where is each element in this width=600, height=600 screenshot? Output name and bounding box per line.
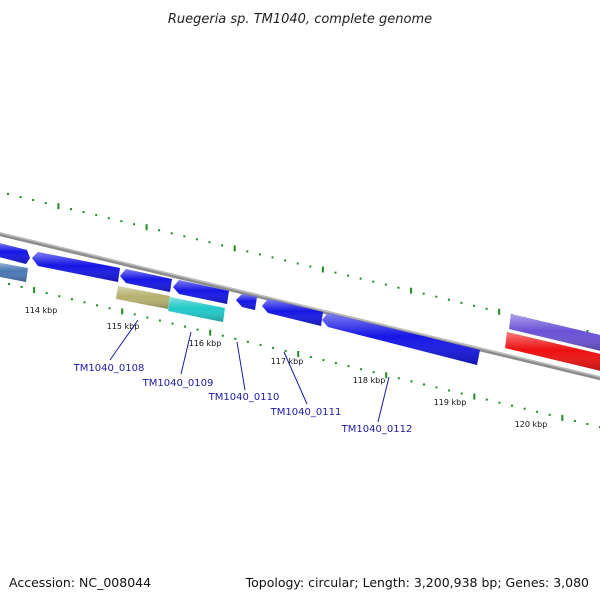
map-title: Ruegeria sp. TM1040, complete genome (168, 12, 432, 27)
feature-arrow[interactable] (0, 262, 28, 282)
gene-arrow-tm1040-0108[interactable] (116, 286, 170, 309)
feature-arrow[interactable] (509, 314, 600, 352)
leader-line (236, 341, 246, 391)
scale-label: 115 kbp (107, 322, 140, 331)
scale-label: 120 kbp (515, 420, 548, 429)
gene-arrow-tm1040-0112[interactable] (322, 313, 480, 365)
gene-label-tm1040-0112[interactable]: TM1040_0112 (341, 424, 413, 435)
scale-label: 119 kbp (434, 398, 467, 407)
feature-arrow[interactable] (32, 252, 120, 282)
genome-summary-text: Topology: circular; Length: 3,200,938 bp… (245, 575, 589, 590)
gene-label-tm1040-0110[interactable]: TM1040_0110 (208, 392, 280, 403)
scale-label: 118 kbp (353, 376, 386, 385)
backbone-band-highlight (0, 222, 600, 388)
scale-label: 116 kbp (189, 339, 222, 348)
feature-arrow[interactable] (0, 242, 30, 264)
inner-tick-track (8, 283, 600, 428)
leader-line (283, 351, 308, 405)
feature-arrow[interactable] (505, 332, 600, 372)
scale-label: 114 kbp (25, 306, 58, 315)
gene-labels: TM1040_0108 TM1040_0109 TM1040_0110 TM10… (73, 363, 413, 435)
scale-labels: 114 kbp 115 kbp 116 kbp 117 kbp 118 kbp … (25, 306, 548, 429)
leader-line (377, 376, 390, 423)
gene-arrow-tm1040-0110[interactable] (236, 294, 257, 310)
gene-arrow-tm1040-0111[interactable] (262, 299, 323, 326)
gene-label-leaders (109, 319, 390, 423)
feature-arrow[interactable] (173, 280, 229, 304)
leader-line (109, 319, 139, 361)
gene-label-tm1040-0111[interactable]: TM1040_0111 (270, 407, 342, 418)
leader-line (180, 331, 192, 375)
gene-arrow-tm1040-0109[interactable] (168, 297, 225, 322)
forward-strand-features (0, 242, 600, 372)
feature-arrow[interactable] (120, 269, 172, 292)
gene-label-tm1040-0108[interactable]: TM1040_0108 (73, 363, 145, 374)
gene-label-tm1040-0109[interactable]: TM1040_0109 (142, 378, 214, 389)
scale-label: 117 kbp (271, 357, 304, 366)
accession-text: Accession: NC_008044 (9, 575, 151, 590)
